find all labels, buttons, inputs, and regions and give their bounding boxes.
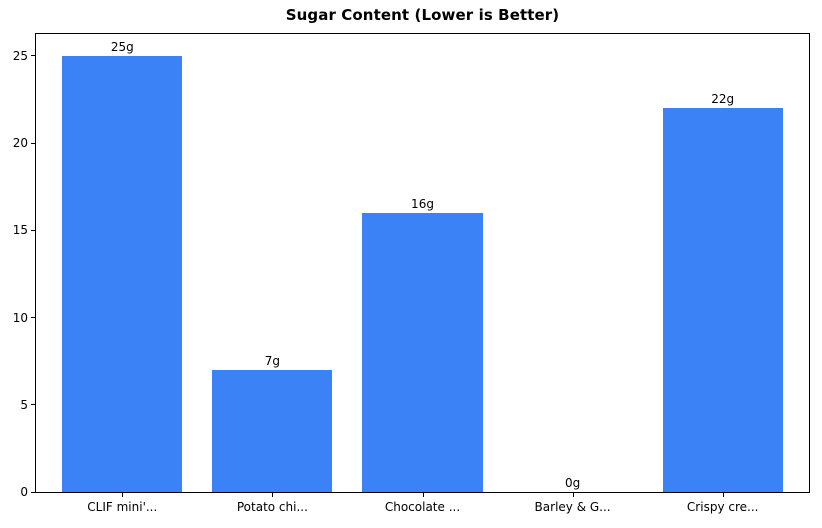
bar-value-label: 7g bbox=[264, 353, 281, 368]
y-tick-mark bbox=[31, 142, 35, 144]
bar bbox=[662, 108, 783, 492]
bar-value-label: 25g bbox=[110, 39, 134, 54]
bar-value-label: 22g bbox=[711, 92, 735, 107]
y-tick-label: 10 bbox=[12, 310, 28, 325]
y-tick-label: 15 bbox=[12, 223, 28, 238]
x-tick-mark bbox=[272, 493, 274, 497]
y-tick-mark bbox=[31, 55, 35, 57]
x-tick-label: Potato chi... bbox=[236, 500, 308, 514]
x-tick-label: Crispy cre... bbox=[686, 500, 759, 514]
y-tick-mark bbox=[31, 404, 35, 406]
y-tick-label: 0 bbox=[20, 485, 28, 499]
bar bbox=[362, 212, 483, 492]
bar bbox=[62, 55, 183, 492]
chart-title: Sugar Content (Lower is Better) bbox=[285, 6, 560, 24]
x-tick-mark bbox=[422, 493, 424, 497]
bar-value-label: 0g bbox=[564, 476, 581, 490]
x-tick-label: Barley & G... bbox=[534, 500, 611, 514]
y-tick-mark bbox=[31, 317, 35, 319]
y-tick-label: 5 bbox=[20, 397, 28, 412]
bar bbox=[212, 369, 333, 492]
plot-area bbox=[35, 33, 810, 493]
x-tick-mark bbox=[572, 493, 574, 497]
y-tick-label: 20 bbox=[12, 136, 28, 151]
y-tick-label: 25 bbox=[12, 48, 28, 63]
y-tick-mark bbox=[31, 229, 35, 231]
x-tick-label: CLIF mini'... bbox=[87, 500, 158, 514]
x-tick-mark bbox=[122, 493, 124, 497]
x-tick-label: Chocolate ... bbox=[384, 500, 461, 514]
y-tick-mark bbox=[31, 491, 35, 493]
bar-value-label: 16g bbox=[411, 196, 434, 211]
x-tick-mark bbox=[722, 493, 724, 497]
